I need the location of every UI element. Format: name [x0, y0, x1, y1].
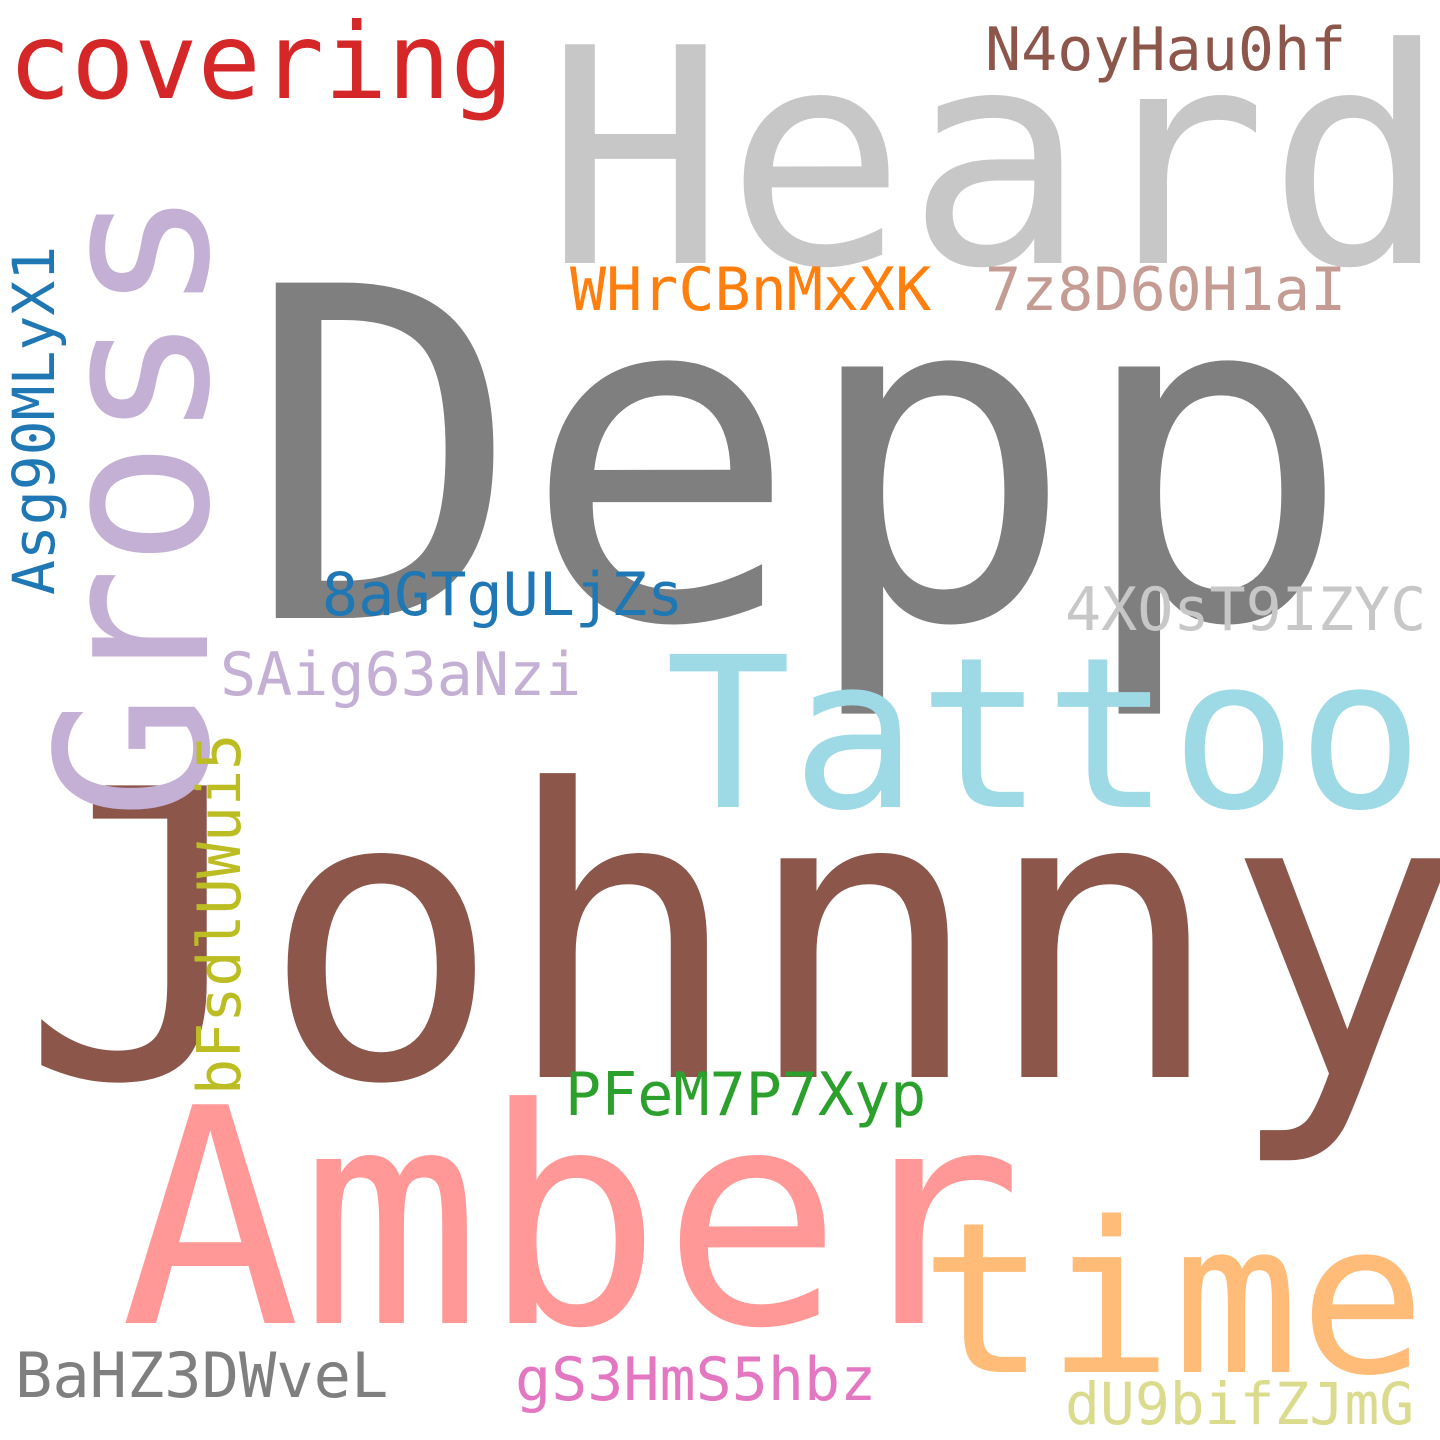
word-gs3hms5hbz: gS3HmS5hbz	[515, 1345, 877, 1415]
word-bfsdluwui5: bFsdlUWui5	[185, 733, 255, 1095]
word-whrcbnmxxk: WHrCBnMxXK	[570, 255, 932, 325]
word-covering: covering	[8, 1, 514, 123]
word-du9bifzjmg: dU9bifZJmG	[1065, 1370, 1415, 1438]
word-amber: Amber	[120, 1045, 1024, 1394]
word-tattoo: Tattoo	[665, 612, 1424, 857]
word-saig63anzi: SAig63aNzi	[220, 640, 582, 710]
word-8agtguljzs: 8aGTgULjZs	[322, 560, 684, 630]
word-heard: Heard	[545, 0, 1440, 334]
word-asg90mlyx1: Asg90MLyX1	[0, 245, 68, 595]
word-pfem7p7xyp: PFeM7P7Xyp	[565, 1060, 927, 1130]
word-johnny: Johnny	[20, 707, 1440, 1172]
word-7z8d60h1ai: 7z8D60H1aI	[985, 255, 1347, 325]
word-n4oyhau0hf: N4oyHau0hf	[985, 15, 1347, 85]
word-depp: Depp	[245, 192, 1353, 727]
word-time: time	[920, 1177, 1426, 1422]
word-4xost9izyc: 4XOsT9IZYC	[1065, 575, 1427, 645]
word-bahz3dwvel: BaHZ3DWveL	[15, 1339, 389, 1412]
